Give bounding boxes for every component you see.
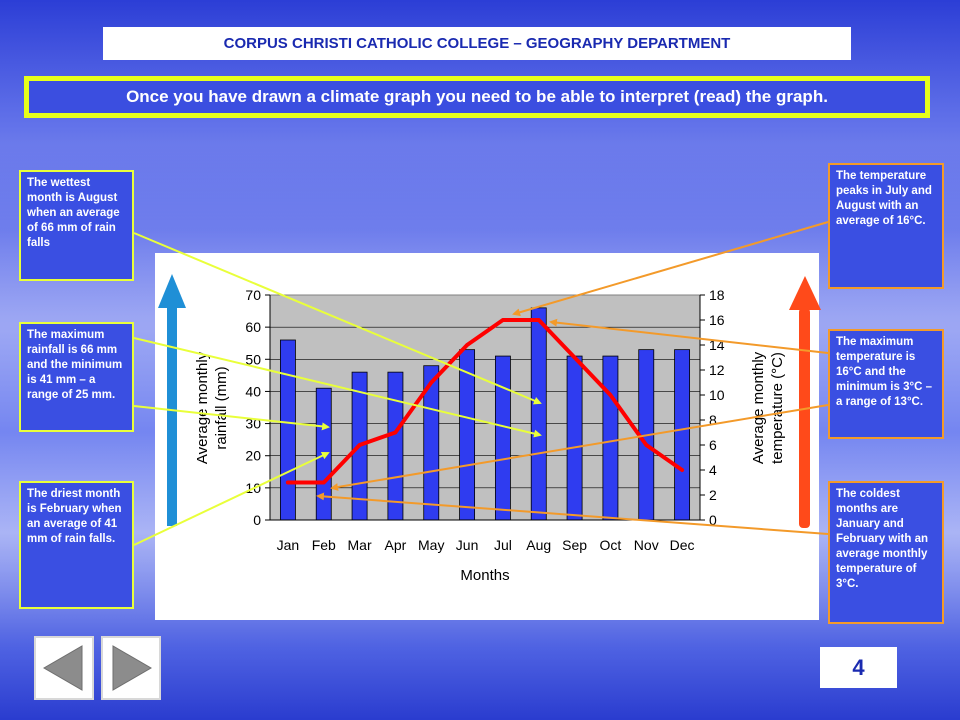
x-tick-label-jun: Jun xyxy=(456,537,479,553)
temperature-point-mar xyxy=(357,443,362,447)
next-slide-button[interactable] xyxy=(101,636,161,700)
note-coldest-text: The coldest months are January and Febru… xyxy=(836,488,929,590)
note-driest: The driest month is February when an ave… xyxy=(19,481,134,609)
right-tick-label-14: 14 xyxy=(709,337,725,353)
instruction-text: Once you have drawn a climate graph you … xyxy=(126,87,828,106)
note-max-rainfall: The maximum rainfall is 66 mm and the mi… xyxy=(19,322,134,432)
temperature-point-jun xyxy=(465,343,469,347)
rainfall-bar-sep xyxy=(566,355,583,521)
right-tick-label-0: 0 xyxy=(709,512,717,528)
temperature-point-apr xyxy=(393,430,398,435)
temperature-point-may xyxy=(429,380,434,385)
header-title: CORPUS CHRISTI CATHOLIC COLLEGE – GEOGRA… xyxy=(223,35,731,52)
left-axis-title-line2: rainfall (mm) xyxy=(213,366,230,449)
note-temp-peak: The temperature peaks in July and August… xyxy=(828,163,944,289)
temperature-point-dec xyxy=(680,468,684,472)
right-tick-label-8: 8 xyxy=(709,412,717,428)
note-driest-text: The driest month is February when an ave… xyxy=(27,488,122,545)
note-wettest: The wettest month is August when an aver… xyxy=(19,170,134,281)
right-tick-label-2: 2 xyxy=(709,487,717,503)
x-tick-label-sep: Sep xyxy=(562,537,587,553)
left-tick-label-20: 20 xyxy=(245,448,261,464)
page-number-box: 4 xyxy=(820,647,897,688)
x-tick-label-apr: Apr xyxy=(385,537,407,553)
x-tick-label-dec: Dec xyxy=(670,537,695,553)
left-tick-label-50: 50 xyxy=(245,351,261,367)
previous-slide-button[interactable] xyxy=(34,636,94,700)
rainfall-bar-jan xyxy=(279,339,296,521)
x-tick-label-nov: Nov xyxy=(634,537,659,553)
x-tick-label-may: May xyxy=(418,537,444,553)
left-tick-label-70: 70 xyxy=(245,287,261,303)
plot-area xyxy=(269,294,701,521)
climate-chart-svg: 0 10 20 30 40 50 60 70 0 2 4 6 8 10 12 14 16 18 Jan Feb Ma… xyxy=(194,287,786,584)
note-max-rainfall-text: The maximum rainfall is 66 mm and the mi… xyxy=(27,329,123,401)
temperature-point-aug xyxy=(536,318,541,322)
note-max-temp-text: The maximum temperature is 16°C and the … xyxy=(836,336,932,408)
left-tick-label-40: 40 xyxy=(245,383,261,399)
x-tick-label-feb: Feb xyxy=(312,537,336,553)
note-max-temp: The maximum temperature is 16°C and the … xyxy=(828,329,944,439)
x-tick-label-oct: Oct xyxy=(600,537,622,553)
left-axis-title: Average monthly rainfall (mm) xyxy=(194,351,230,464)
right-tick-label-16: 16 xyxy=(709,312,725,328)
right-axis-title: Average monthly temperature (°C) xyxy=(750,351,786,464)
temperature-point-jan xyxy=(286,480,290,485)
triangle-left-icon xyxy=(43,645,83,691)
right-axis-ticks: 0 2 4 6 8 10 12 14 16 18 xyxy=(699,287,725,528)
left-axis-title-line1: Average monthly xyxy=(194,351,211,464)
right-tick-label-12: 12 xyxy=(709,362,725,378)
triangle-right-icon xyxy=(112,645,152,691)
page-number: 4 xyxy=(852,654,865,680)
page-header: CORPUS CHRISTI CATHOLIC COLLEGE – GEOGRA… xyxy=(103,27,851,60)
rainfall-bar-aug xyxy=(530,307,547,521)
right-axis-title-line1: Average monthly xyxy=(750,351,767,464)
x-axis-title: Months xyxy=(460,567,509,584)
note-wettest-text: The wettest month is August when an aver… xyxy=(27,177,120,249)
note-temp-peak-text: The temperature peaks in July and August… xyxy=(836,170,932,227)
right-axis-title-line2: temperature (°C) xyxy=(769,352,786,464)
left-tick-label-0: 0 xyxy=(253,512,261,528)
right-tick-label-6: 6 xyxy=(709,437,717,453)
rainfall-bar-oct xyxy=(602,355,619,521)
temperature-point-jul xyxy=(501,318,505,322)
x-tick-label-aug: Aug xyxy=(526,537,551,553)
climate-chart: 0 10 20 30 40 50 60 70 0 2 4 6 8 10 12 14 16 18 Jan Feb Ma… xyxy=(155,253,819,620)
right-tick-label-18: 18 xyxy=(709,287,725,303)
x-tick-label-jan: Jan xyxy=(277,537,300,553)
right-tick-label-10: 10 xyxy=(709,387,725,403)
right-tick-label-4: 4 xyxy=(709,462,717,478)
temperature-point-nov xyxy=(644,443,649,447)
left-tick-label-60: 60 xyxy=(245,319,261,335)
left-tick-label-30: 30 xyxy=(245,416,261,432)
left-tick-label-10: 10 xyxy=(245,480,261,496)
left-axis-ticks: 0 10 20 30 40 50 60 70 xyxy=(245,287,271,528)
x-tick-label-mar: Mar xyxy=(348,537,372,553)
rainfall-bar-feb xyxy=(315,387,332,521)
note-coldest: The coldest months are January and Febru… xyxy=(828,481,944,624)
temperature-point-feb xyxy=(321,480,326,485)
rainfall-bar-dec xyxy=(674,349,691,521)
instruction-banner: Once you have drawn a climate graph you … xyxy=(24,76,930,118)
temperature-point-oct xyxy=(608,393,613,397)
rainfall-bar-apr xyxy=(387,371,404,521)
x-axis-ticks: Jan Feb Mar Apr May Jun Jul Aug Sep Oct Nov Dec xyxy=(270,519,700,553)
rainfall-bar-jun xyxy=(459,349,476,521)
x-tick-label-jul: Jul xyxy=(494,537,512,553)
temperature-point-sep xyxy=(572,355,577,360)
rainfall-bar-jul xyxy=(494,355,511,521)
